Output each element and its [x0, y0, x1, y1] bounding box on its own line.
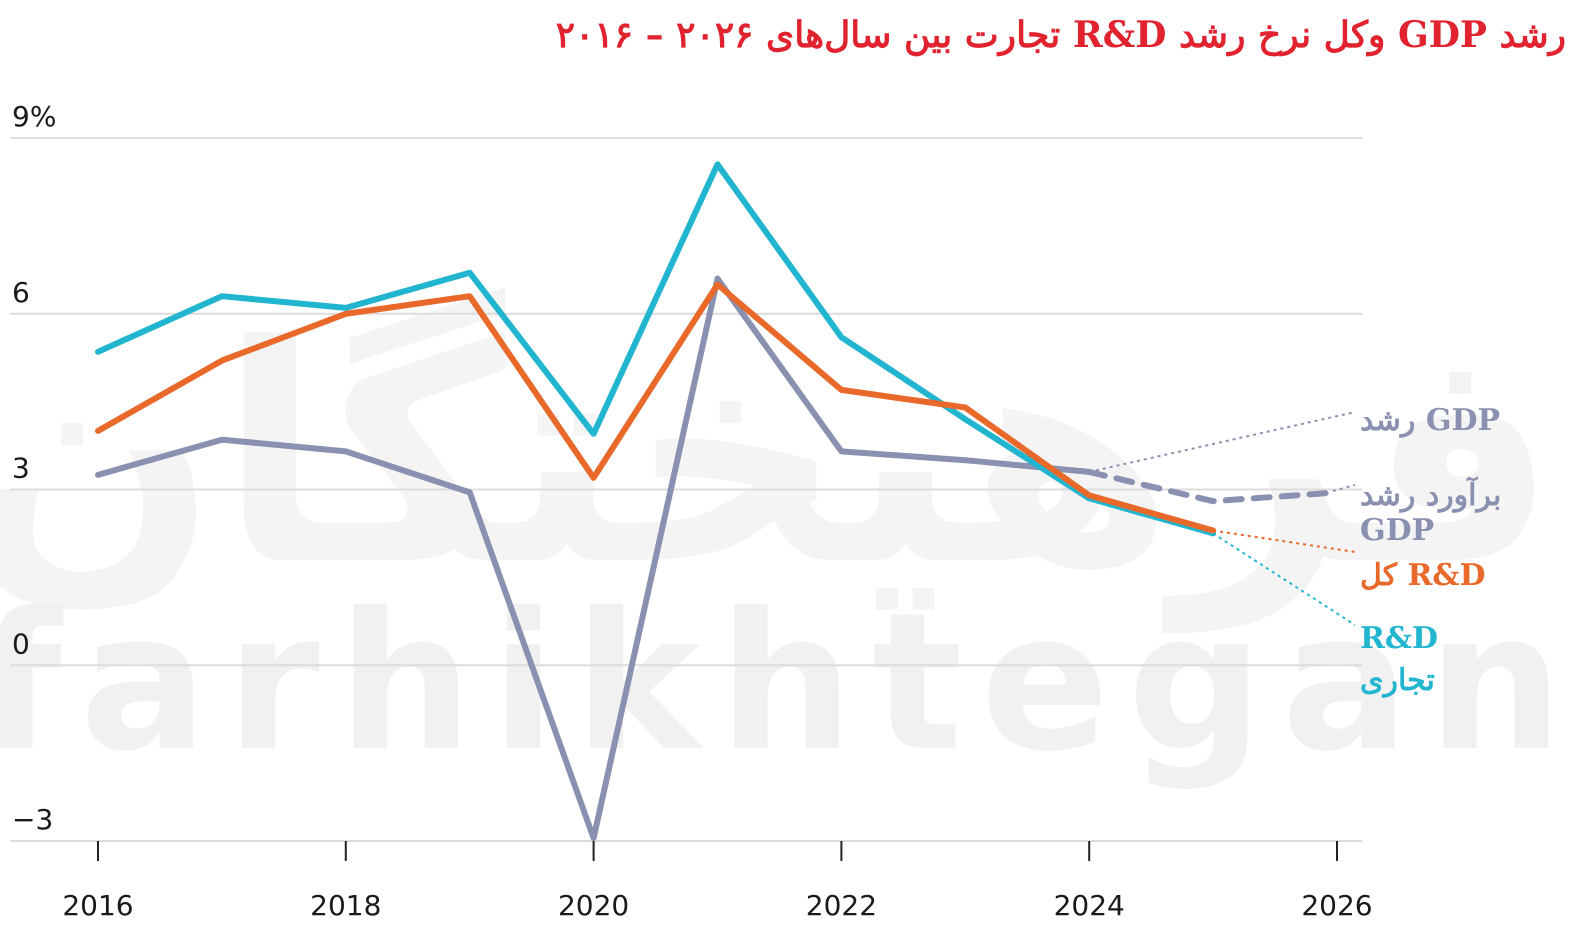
y-tick-label: 3	[12, 452, 30, 485]
label-leader	[1212, 529, 1356, 553]
label-leader	[1212, 532, 1356, 626]
x-axis: 2016 2018 2020 2022 2024 2026	[62, 841, 1373, 922]
watermark-latin: farhikhtegan	[0, 572, 1576, 793]
y-tick-label: −3	[12, 803, 53, 836]
y-tick-label: 9%	[12, 100, 56, 133]
series-label: برآورد رشد	[1360, 475, 1501, 513]
series-label: GDP	[1360, 513, 1434, 548]
series-line	[95, 161, 1217, 537]
y-tick-label: 6	[12, 276, 30, 309]
x-tick-label: 2026	[1301, 889, 1372, 922]
series-line	[1086, 468, 1340, 505]
series-label: تجاری	[1360, 663, 1435, 698]
x-tick-label: 2016	[62, 889, 133, 922]
x-tick-label: 2020	[558, 889, 629, 922]
series-label: رشد GDP	[1360, 403, 1500, 438]
series-line	[95, 275, 1093, 842]
x-tick-label: 2018	[310, 889, 381, 922]
x-tick-label: 2024	[1054, 889, 1125, 922]
gridlines	[10, 137, 1362, 842]
watermark-persian: فرهیختگان	[0, 282, 1558, 635]
y-tick-label: 0	[12, 627, 30, 660]
x-tick-label: 2022	[806, 889, 877, 922]
series-label: R&D	[1360, 621, 1438, 656]
y-axis: 9% 6 3 0 −3	[12, 100, 56, 836]
series-label: کل R&D	[1360, 558, 1486, 593]
series-line	[95, 281, 1217, 534]
series-lines	[95, 161, 1340, 842]
chart-title: رشد GDP وکل نرخ رشد R&D تجارت بین سال‌ها…	[555, 14, 1566, 56]
